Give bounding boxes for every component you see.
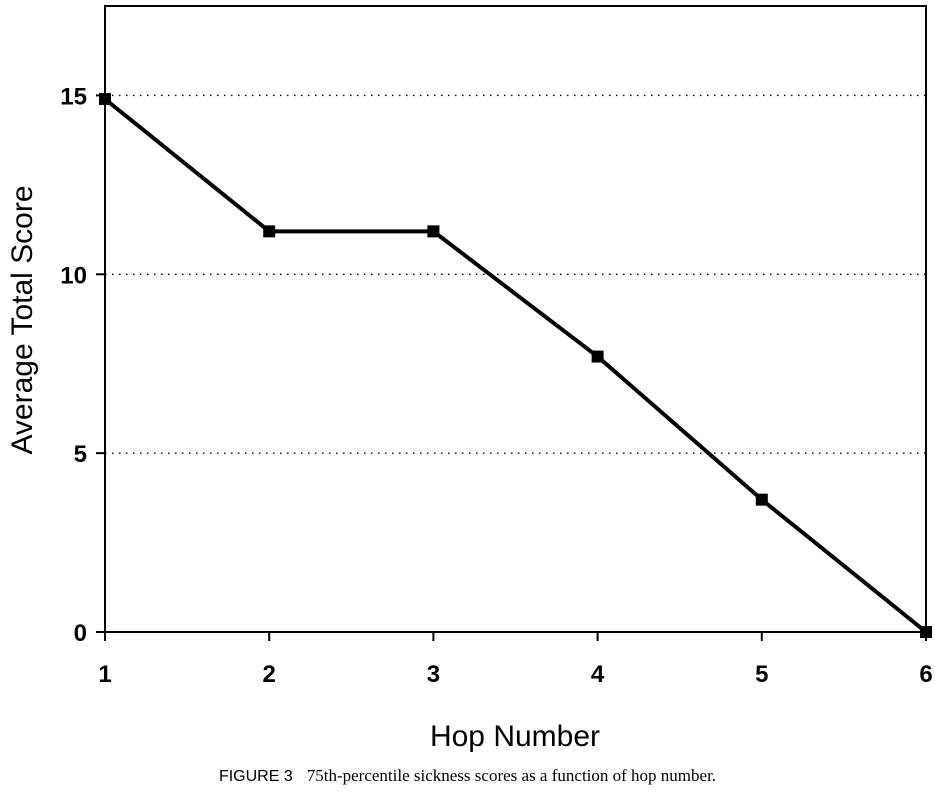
y-tick-label: 10 bbox=[60, 262, 87, 289]
data-point bbox=[263, 225, 276, 238]
gridlines bbox=[105, 94, 926, 454]
y-tick-label: 5 bbox=[74, 441, 87, 468]
data-point bbox=[99, 93, 111, 106]
x-tick-label: 2 bbox=[263, 661, 276, 688]
data-series bbox=[99, 93, 932, 638]
y-tick-label: 15 bbox=[60, 83, 87, 110]
x-tick-label: 3 bbox=[427, 661, 440, 688]
x-tick-label: 5 bbox=[755, 661, 768, 688]
plot-area bbox=[104, 5, 927, 633]
tick-labels: 0 5 10 15 1 2 3 4 5 6 bbox=[60, 83, 932, 688]
tick-marks bbox=[96, 94, 927, 641]
figure-caption-text: 75th-percentile sickness scores as a fun… bbox=[306, 766, 717, 785]
y-tick-label: 0 bbox=[74, 620, 87, 647]
x-tick-label: 6 bbox=[919, 661, 932, 688]
figure-label: FIGURE 3 bbox=[218, 768, 293, 785]
data-point bbox=[920, 626, 932, 638]
data-point bbox=[755, 493, 768, 506]
series-line bbox=[103, 97, 928, 634]
data-point bbox=[427, 225, 440, 238]
figure-caption: FIGURE 3 75th-percentile sickness scores … bbox=[0, 766, 935, 786]
x-axis-title: Hop Number bbox=[430, 720, 600, 753]
y-axis-title: Average Total Score bbox=[6, 185, 39, 454]
x-tick-label: 4 bbox=[591, 661, 605, 688]
data-point bbox=[591, 350, 604, 363]
x-tick-label: 1 bbox=[98, 661, 111, 688]
